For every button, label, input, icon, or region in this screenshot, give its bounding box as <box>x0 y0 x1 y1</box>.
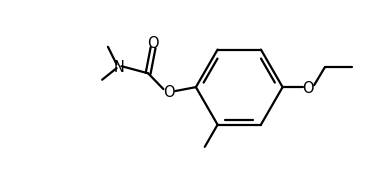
Text: O: O <box>163 85 175 100</box>
Text: O: O <box>147 36 159 51</box>
Text: N: N <box>114 60 125 75</box>
Text: O: O <box>302 81 314 96</box>
